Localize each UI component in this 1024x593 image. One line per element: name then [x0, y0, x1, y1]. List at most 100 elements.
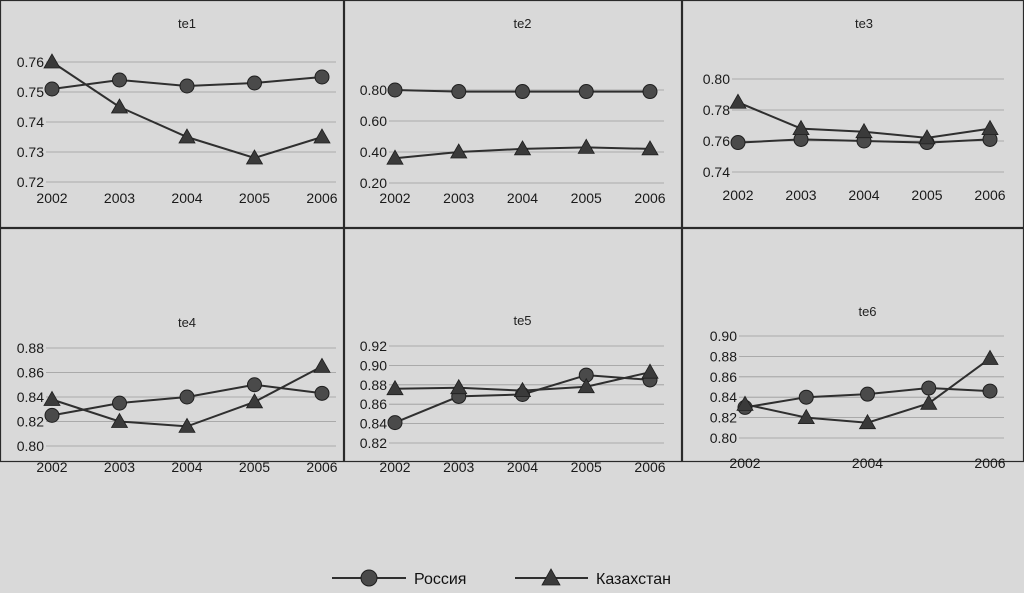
y-tick-label: 0.74 — [17, 114, 44, 130]
y-tick-label: 0.92 — [360, 338, 387, 354]
x-tick-label: 2004 — [852, 455, 883, 471]
x-tick-label: 2004 — [171, 190, 202, 206]
x-tick-label: 2005 — [571, 459, 602, 475]
x-tick-label: 2002 — [379, 459, 410, 475]
chart-panel-6: te6 0.90 0.88 0.86 0.84 0.82 0.80 2002 2004 2006 — [681, 227, 1024, 471]
x-tick-label: 2004 — [848, 187, 879, 203]
data-point-russia — [44, 81, 60, 97]
panel-frame — [343, 227, 683, 463]
y-tick-label: 0.73 — [17, 144, 44, 160]
y-tick-label: 0.82 — [710, 410, 737, 426]
y-tick-label: 0.84 — [360, 416, 387, 432]
x-tick-label: 2003 — [104, 459, 135, 475]
y-tick-label: 0.60 — [360, 113, 387, 129]
panel-title: te1 — [178, 16, 196, 31]
x-tick-label: 2003 — [443, 459, 474, 475]
data-point-kazakhstan — [858, 413, 877, 430]
data-point-kazakhstan — [386, 149, 404, 165]
data-point-kazakhstan — [178, 128, 196, 144]
data-point-russia — [179, 389, 195, 405]
data-point-kazakhstan — [178, 417, 196, 433]
x-tick-label: 2006 — [306, 190, 337, 206]
y-tick-label: 0.90 — [360, 357, 387, 373]
y-tick-label: 0.88 — [710, 348, 737, 364]
data-point-russia — [798, 389, 814, 405]
panel-title: te5 — [513, 313, 531, 328]
data-point-russia — [112, 395, 127, 411]
data-point-russia — [247, 75, 262, 91]
data-point-kazakhstan — [450, 143, 468, 159]
data-point-kazakhstan — [981, 349, 999, 365]
data-point-kazakhstan — [981, 119, 999, 136]
y-tick-label: 0.75 — [17, 84, 44, 100]
data-point-kazakhstan — [797, 408, 815, 425]
data-point-kazakhstan — [313, 128, 331, 144]
data-point-kazakhstan — [313, 357, 331, 373]
panel-frame — [0, 0, 345, 229]
x-tick-label: 2006 — [634, 190, 665, 206]
data-point-kazakhstan — [110, 412, 129, 428]
legend-russia-label: Россия — [414, 571, 466, 588]
x-tick-label: 2005 — [239, 459, 270, 475]
x-tick-label: 2003 — [104, 190, 135, 206]
panel-title: te6 — [858, 304, 876, 319]
data-point-kazakhstan — [513, 381, 532, 398]
series-kazakhstan-line — [51, 61, 323, 160]
x-tick-label: 2004 — [507, 459, 538, 475]
chart-panel-4: te4 0.88 0.86 0.84 0.82 0.80 2002 2003 2004 2005 2… — [0, 227, 345, 475]
data-point-kazakhstan — [110, 98, 129, 114]
data-point-kazakhstan — [641, 140, 659, 156]
x-tick-label: 2002 — [36, 459, 67, 475]
data-point-kazakhstan — [577, 377, 595, 394]
data-point-russia — [730, 135, 746, 151]
x-tick-label: 2006 — [306, 459, 337, 475]
data-point-russia — [247, 377, 262, 393]
y-tick-label: 0.88 — [17, 340, 44, 356]
data-point-russia — [314, 385, 330, 401]
y-tick-label: 0.86 — [17, 365, 44, 381]
data-point-russia — [387, 82, 403, 98]
data-point-russia — [314, 69, 330, 85]
y-tick-label: 0.80 — [703, 71, 730, 87]
data-point-russia — [578, 84, 594, 100]
y-tick-label: 0.90 — [710, 328, 737, 344]
y-tick-label: 0.82 — [360, 435, 387, 451]
x-tick-label: 2004 — [171, 459, 202, 475]
data-point-kazakhstan — [450, 378, 468, 395]
y-tick-label: 0.84 — [17, 389, 44, 405]
y-tick-label: 0.80 — [710, 430, 737, 446]
data-point-russia — [982, 383, 998, 399]
panel-frame — [0, 227, 345, 463]
data-point-russia — [515, 84, 530, 100]
x-tick-label: 2006 — [634, 459, 665, 475]
data-point-kazakhstan — [736, 395, 754, 411]
data-point-kazakhstan — [577, 138, 595, 154]
x-tick-label: 2002 — [729, 455, 760, 471]
data-point-kazakhstan — [920, 394, 938, 410]
panel-title: te2 — [513, 16, 531, 31]
y-tick-label: 0.86 — [710, 369, 737, 385]
data-point-kazakhstan — [855, 122, 873, 139]
data-point-russia — [387, 415, 403, 431]
x-tick-label: 2002 — [722, 187, 753, 203]
x-tick-label: 2003 — [443, 190, 474, 206]
data-point-kazakhstan — [245, 149, 264, 165]
x-tick-label: 2003 — [785, 187, 816, 203]
y-tick-label: 0.78 — [703, 102, 730, 118]
panel-frame — [343, 0, 683, 229]
data-point-kazakhstan — [641, 363, 659, 379]
y-tick-label: 0.88 — [360, 377, 387, 393]
y-tick-label: 0.40 — [360, 144, 387, 160]
y-tick-label: 0.84 — [710, 389, 737, 405]
legend-kazakhstan-marker — [541, 568, 561, 586]
data-point-kazakhstan — [513, 140, 532, 156]
y-tick-label: 0.80 — [17, 438, 44, 454]
panel-title: te3 — [855, 16, 873, 31]
legend: Россия Казахстан — [332, 568, 671, 588]
data-point-kazakhstan — [245, 393, 264, 409]
data-point-russia — [860, 386, 875, 402]
